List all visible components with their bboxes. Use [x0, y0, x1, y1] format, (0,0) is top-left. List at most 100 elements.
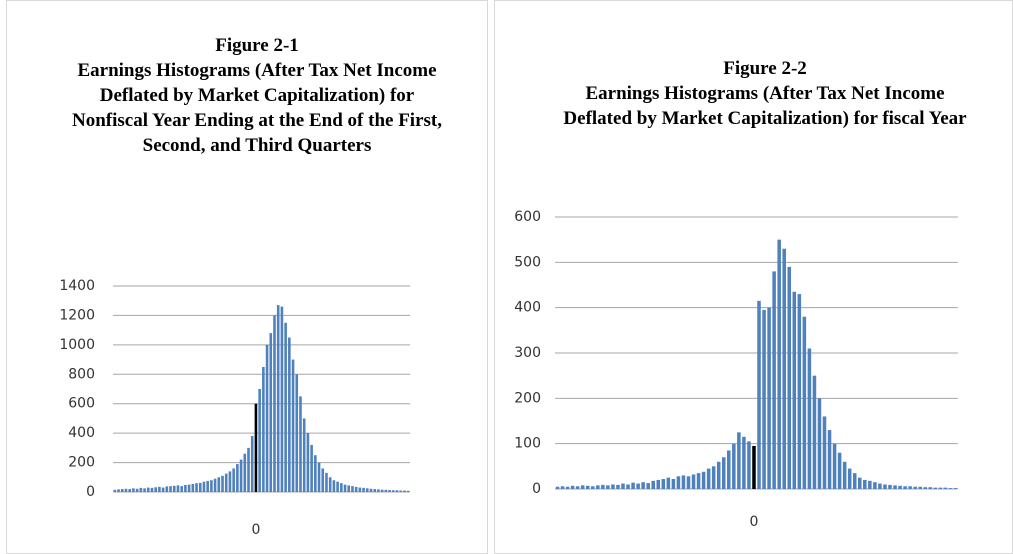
bar: [732, 443, 736, 489]
bar: [953, 488, 958, 489]
bar: [565, 486, 570, 489]
bar: [822, 416, 827, 489]
bar: [560, 486, 565, 489]
bar: [388, 489, 391, 492]
bar: [377, 489, 380, 492]
bar: [646, 483, 650, 489]
y-tick-label: 0: [86, 484, 95, 500]
bar: [873, 482, 877, 489]
bar: [903, 486, 907, 489]
bar: [817, 398, 822, 489]
bar: [772, 271, 776, 489]
bar: [120, 489, 124, 492]
bar: [570, 485, 575, 489]
bar: [317, 462, 321, 492]
bar: [176, 485, 180, 492]
bar: [328, 477, 332, 492]
bar: [575, 486, 580, 489]
bar: [898, 485, 902, 489]
y-tick-label: 600: [68, 396, 95, 412]
bar: [391, 490, 395, 492]
bar: [150, 487, 154, 492]
bar: [228, 471, 232, 492]
bar: [948, 488, 953, 489]
bar: [262, 366, 265, 492]
bar: [596, 485, 600, 489]
bar: [399, 490, 403, 492]
bar: [351, 486, 354, 492]
bar: [295, 374, 299, 492]
bar: [161, 487, 165, 492]
bar: [236, 464, 239, 492]
bar: [883, 484, 887, 489]
bar: [938, 487, 943, 489]
x-tick-label: 0: [251, 522, 260, 538]
bar: [206, 480, 209, 492]
bar: [727, 450, 731, 489]
bar: [893, 485, 897, 489]
bar: [863, 479, 867, 489]
bar: [782, 248, 786, 489]
bar: [198, 482, 202, 492]
figure-label: Figure 2-2: [723, 58, 807, 79]
bar: [767, 307, 771, 489]
bar: [254, 403, 258, 492]
bar: [777, 239, 781, 489]
bar: [180, 486, 183, 492]
bar: [380, 489, 384, 492]
y-tick-label: 0: [532, 481, 541, 497]
bar: [224, 473, 228, 492]
bar: [139, 487, 143, 492]
bar: [210, 480, 213, 492]
bar: [585, 485, 590, 489]
bar: [113, 489, 117, 492]
bar: [621, 483, 625, 489]
bar: [591, 486, 595, 489]
y-tick-label: 500: [514, 254, 541, 270]
bar: [706, 468, 711, 489]
y-tick-label: 200: [514, 390, 541, 406]
bar: [306, 433, 310, 492]
bar: [132, 488, 135, 492]
bar: [676, 476, 681, 489]
y-tick-label: 800: [68, 366, 95, 382]
bar: [169, 486, 172, 492]
bar: [232, 468, 235, 492]
bar: [243, 453, 247, 492]
bar: [888, 484, 892, 489]
x-tick-label: 0: [750, 514, 759, 530]
bar: [858, 477, 862, 489]
bar: [651, 480, 655, 489]
bar: [656, 479, 661, 489]
y-tick-label: 200: [68, 455, 95, 471]
bar: [143, 488, 146, 492]
bar: [269, 333, 273, 492]
chart-title: Earnings Histograms (After Tax Net Incom…: [72, 60, 442, 156]
bar: [787, 266, 792, 489]
bar: [636, 483, 640, 489]
bar: [336, 481, 339, 492]
bar: [158, 486, 161, 492]
bar: [737, 432, 741, 489]
bar: [124, 488, 128, 492]
bar: [666, 477, 671, 489]
bar: [354, 486, 358, 492]
bar: [265, 344, 269, 492]
bar: [358, 487, 362, 492]
chart-title: Earnings Histograms (After Tax Net Incom…: [563, 83, 967, 129]
bar: [842, 461, 847, 489]
bar: [721, 457, 726, 489]
bar: [332, 480, 336, 492]
bar: [928, 487, 933, 489]
y-tick-label: 400: [514, 300, 541, 316]
bar: [837, 452, 842, 489]
bar: [369, 488, 373, 492]
bar: [202, 481, 206, 492]
bar: [366, 488, 369, 492]
bar: [247, 447, 250, 492]
bar: [314, 455, 317, 492]
bar: [343, 484, 347, 492]
bar: [742, 436, 746, 489]
bar: [403, 490, 406, 492]
